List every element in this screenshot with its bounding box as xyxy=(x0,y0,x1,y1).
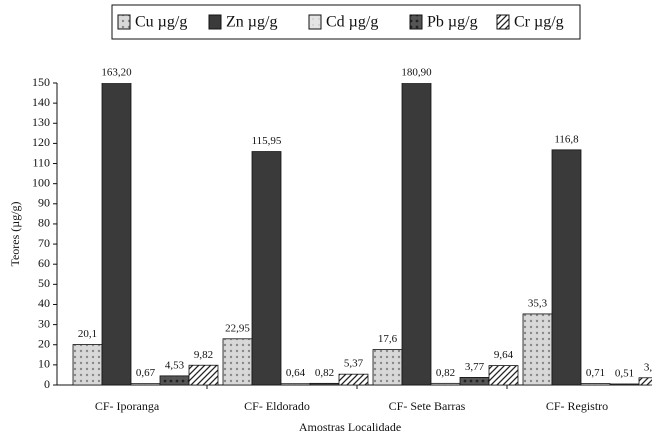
data-label: 9,64 xyxy=(494,349,514,361)
y-tick-label: 70 xyxy=(38,236,50,250)
y-tick-label: 100 xyxy=(32,175,50,189)
data-label: 35,3 xyxy=(528,297,548,309)
data-label: 17,6 xyxy=(378,333,398,345)
y-tick-label: 80 xyxy=(38,216,50,230)
data-label: 0,64 xyxy=(286,367,306,379)
legend-label: Pb µg/g xyxy=(427,14,478,31)
data-label: 22,95 xyxy=(225,322,250,334)
bar xyxy=(338,373,369,386)
data-label: 116,8 xyxy=(554,133,579,145)
y-tick-label: 140 xyxy=(32,95,50,109)
y-axis-label: Teores (µg/g) xyxy=(8,201,22,266)
legend-label: Cd µg/g xyxy=(326,14,378,31)
data-label: 0,82 xyxy=(315,367,334,379)
data-label: 180,90 xyxy=(401,67,432,79)
data-label: 115,95 xyxy=(252,135,282,147)
x-tick-label: CF- Iporanga xyxy=(95,399,160,413)
bar xyxy=(401,83,432,386)
bar xyxy=(522,313,553,386)
bar xyxy=(280,383,311,386)
legend-swatch xyxy=(496,14,510,30)
bar xyxy=(372,349,403,386)
x-axis-label: Amostras Localidade xyxy=(299,420,401,434)
x-tick-label: CF- Sete Barras xyxy=(389,399,466,413)
bar xyxy=(251,151,282,386)
bar xyxy=(72,344,103,386)
x-tick-label: CF- Registro xyxy=(546,399,608,413)
data-label: 0,71 xyxy=(586,367,605,379)
y-tick-label: 40 xyxy=(38,296,50,310)
bar xyxy=(188,364,219,386)
bar xyxy=(130,383,161,386)
bar xyxy=(488,365,519,386)
data-label: 9,82 xyxy=(194,349,213,361)
data-label: 163,20 xyxy=(101,67,132,79)
bar xyxy=(459,377,490,386)
y-tick-label: 60 xyxy=(38,256,50,270)
y-tick-label: 90 xyxy=(38,196,50,210)
y-tick-label: 110 xyxy=(32,155,50,169)
legend-swatch xyxy=(117,14,131,30)
data-label: 20,1 xyxy=(78,328,97,340)
bar xyxy=(551,149,582,386)
data-label: 0,67 xyxy=(136,367,156,379)
data-label: 5,37 xyxy=(344,358,364,370)
bar xyxy=(222,338,253,386)
bar xyxy=(159,375,190,386)
y-tick-label: 50 xyxy=(38,276,50,290)
plot-area xyxy=(72,83,652,386)
legend-swatch xyxy=(208,14,222,30)
bar xyxy=(101,83,132,386)
bar xyxy=(609,383,640,386)
data-label: 0,51 xyxy=(615,368,634,380)
bar xyxy=(638,377,652,386)
y-tick-label: 150 xyxy=(32,75,50,89)
data-label: 4,53 xyxy=(165,359,185,371)
legend-label: Cu µg/g xyxy=(135,14,187,31)
x-tick-label: CF- Eldorado xyxy=(244,399,310,413)
y-tick-label: 120 xyxy=(32,135,50,149)
y-tick-label: 130 xyxy=(32,115,50,129)
legend-label: Cr µg/g xyxy=(514,14,564,31)
legend-label: Zn µg/g xyxy=(226,14,277,31)
y-tick-label: 20 xyxy=(38,336,50,350)
legend-swatch xyxy=(308,14,322,30)
y-tick-label: 30 xyxy=(38,316,50,330)
bar xyxy=(309,382,340,386)
bar xyxy=(580,383,611,386)
bar xyxy=(430,382,461,386)
data-label: 0,82 xyxy=(436,367,455,379)
data-label: 3,59 xyxy=(644,361,652,373)
y-tick-label: 0 xyxy=(44,377,50,391)
y-tick-label: 10 xyxy=(38,357,50,371)
data-label: 3,77 xyxy=(465,361,485,373)
legend-swatch xyxy=(409,14,423,30)
